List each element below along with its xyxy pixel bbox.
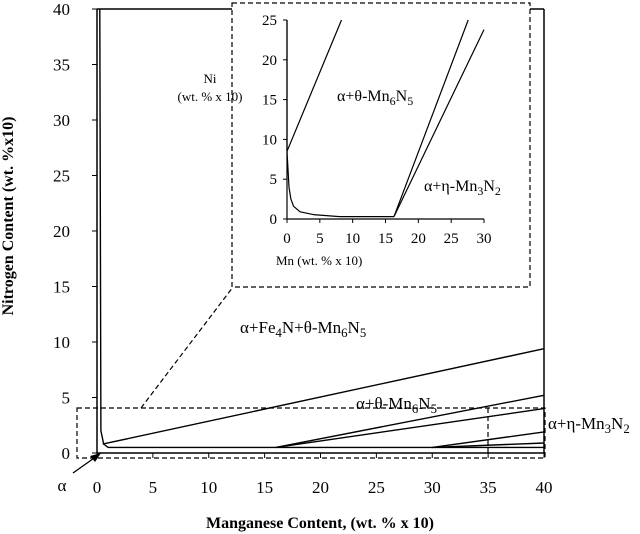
phase-boundary-line <box>275 394 545 449</box>
inset-x-axis-title: Mn (wt. % x 10) <box>276 253 362 268</box>
zoom-region-box <box>76 407 546 459</box>
inset-chart: 0 5 10 15 20 25 0 5 10 15 20 25 30 Mn (wt. % x 10) Ni (… <box>178 2 531 288</box>
y-tick-label: 15 <box>53 278 70 297</box>
y-tick-label: 30 <box>53 111 70 130</box>
zoom-indicators <box>76 286 546 459</box>
y-tick-label: 40 <box>53 0 70 19</box>
inset-region-label-eta: α+η-Mn3N2 <box>424 178 501 198</box>
y-tick-label: 10 <box>53 333 70 352</box>
inset-x-tick-label: 25 <box>444 231 459 247</box>
phase-boundary-line <box>102 348 545 445</box>
x-axis-title: Manganese Content, (wt. % x 10) <box>206 515 434 532</box>
zoom-connector-line <box>140 286 234 409</box>
inset-y-tick-label: 15 <box>262 93 277 109</box>
inset-region-label-theta: α+θ-Mn6N5 <box>337 88 413 108</box>
region-label-eta: α+η-Mn3N2 <box>548 414 630 436</box>
x-tick-label: 10 <box>200 478 217 497</box>
y-tick-label: 35 <box>53 56 70 75</box>
inset-phase-boundary-line <box>286 20 394 218</box>
inset-phase-boundary-line <box>286 19 343 152</box>
phase-boundary-line <box>432 442 545 449</box>
inset-frame <box>231 2 531 288</box>
x-tick-label: 0 <box>93 478 102 497</box>
region-label-theta: α+θ-Mn6N5 <box>356 394 437 416</box>
x-tick-label: 5 <box>149 478 158 497</box>
inset-phase-boundary-line <box>393 19 469 217</box>
y-tick-label: 25 <box>53 167 70 186</box>
phase-boundary-line <box>275 407 545 449</box>
inset-x-tick-label: 10 <box>345 231 360 247</box>
region-label-fe4n-theta: α+Fe4N+θ-Mn6N5 <box>240 318 366 340</box>
inset-phase-boundary-line <box>393 29 485 217</box>
phase-boundary-line <box>432 431 545 449</box>
inset-x-tick-label: 15 <box>378 231 393 247</box>
inset-y-tick-label: 0 <box>270 212 278 228</box>
inset-y-axis-title-units: (wt. % x 10) <box>178 89 243 104</box>
y-tick-label: 20 <box>53 222 70 241</box>
inset-y-tick-label: 25 <box>262 13 277 29</box>
x-tick-label: 35 <box>480 478 497 497</box>
y-tick-label: 0 <box>62 444 71 463</box>
x-tick-label: 25 <box>368 478 385 497</box>
y-axis-title: Nitrogen Content (wt. %x10) <box>0 117 17 316</box>
inset-x-tick-label: 20 <box>411 231 426 247</box>
inset-y-tick-label: 10 <box>262 132 277 148</box>
inset-y-tick-label: 5 <box>270 172 278 188</box>
inset-x-tick-label: 30 <box>477 231 492 247</box>
inset-y-tick-label: 20 <box>262 53 277 69</box>
alpha-arrow-head <box>90 453 101 462</box>
alpha-annotation: α <box>58 476 67 495</box>
x-tick-label: 40 <box>536 478 553 497</box>
x-tick-label: 15 <box>256 478 273 497</box>
inset-x-tick-label: 5 <box>316 231 324 247</box>
x-tick-label: 20 <box>312 478 329 497</box>
inset-x-tick-label: 0 <box>283 231 291 247</box>
inset-y-axis-title: Ni <box>204 71 217 86</box>
y-tick-label: 5 <box>62 389 71 408</box>
x-tick-label: 30 <box>424 478 441 497</box>
